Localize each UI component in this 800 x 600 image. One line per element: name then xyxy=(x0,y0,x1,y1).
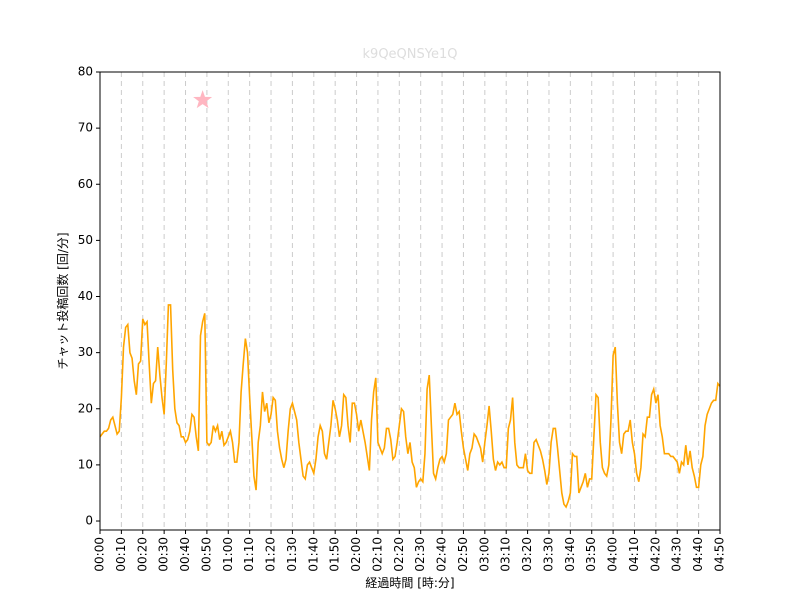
y-tick-label: 20 xyxy=(78,401,93,415)
highlight-star xyxy=(193,90,213,109)
x-tick-label: 00:20 xyxy=(135,537,149,572)
x-axis-label: 経過時間 [時:分] xyxy=(365,576,454,590)
y-tick-label: 0 xyxy=(85,514,93,528)
x-tick-label: 03:50 xyxy=(584,537,598,572)
chart-title: k9QeQNSYe1Q xyxy=(363,47,458,62)
y-tick-label: 50 xyxy=(78,233,93,247)
plot-frame xyxy=(99,71,721,531)
x-tick-label: 04:00 xyxy=(606,537,620,572)
y-tick-label: 40 xyxy=(78,289,93,303)
x-tick-label: 03:40 xyxy=(563,537,577,572)
x-tick-label: 02:00 xyxy=(349,537,363,572)
y-tick-label: 80 xyxy=(78,65,93,79)
x-tick-label: 00:00 xyxy=(93,537,107,572)
x-tick-label: 01:40 xyxy=(306,537,320,572)
y-axis-label: チャット投稿回数 [回/分] xyxy=(55,232,70,369)
x-tick-label: 03:00 xyxy=(477,537,491,572)
x-tick-label: 02:50 xyxy=(456,537,470,572)
x-tick-label: 04:40 xyxy=(691,537,705,572)
y-tick-label: 70 xyxy=(78,121,93,135)
y-tick-label: 30 xyxy=(78,345,93,359)
y-tick-label: 60 xyxy=(78,177,93,191)
x-tick-label: 00:30 xyxy=(157,537,171,572)
x-tick-label: 01:00 xyxy=(221,537,235,572)
data-line xyxy=(99,304,721,509)
x-tick-label: 00:10 xyxy=(114,537,128,572)
x-tick-label: 04:10 xyxy=(627,537,641,572)
x-tick-label: 00:50 xyxy=(199,537,213,572)
x-tick-label: 00:40 xyxy=(178,537,192,572)
x-tick-label: 04:20 xyxy=(648,537,662,572)
x-tick-label: 04:30 xyxy=(670,537,684,572)
x-tick-label: 03:20 xyxy=(520,537,534,572)
x-tick-label: 02:20 xyxy=(392,537,406,572)
x-tick-label: 03:10 xyxy=(499,537,513,572)
x-tick-label: 01:30 xyxy=(285,537,299,572)
x-tick-label: 03:30 xyxy=(541,537,555,572)
x-tick-label: 02:10 xyxy=(370,537,384,572)
x-tick-label: 02:30 xyxy=(413,537,427,572)
x-tick-label: 04:50 xyxy=(713,537,727,572)
x-tick-label: 01:10 xyxy=(242,537,256,572)
x-tick-label: 02:40 xyxy=(435,537,449,572)
y-tick-label: 10 xyxy=(78,457,93,471)
x-tick-label: 01:20 xyxy=(264,537,278,572)
x-tick-label: 01:50 xyxy=(328,537,342,572)
